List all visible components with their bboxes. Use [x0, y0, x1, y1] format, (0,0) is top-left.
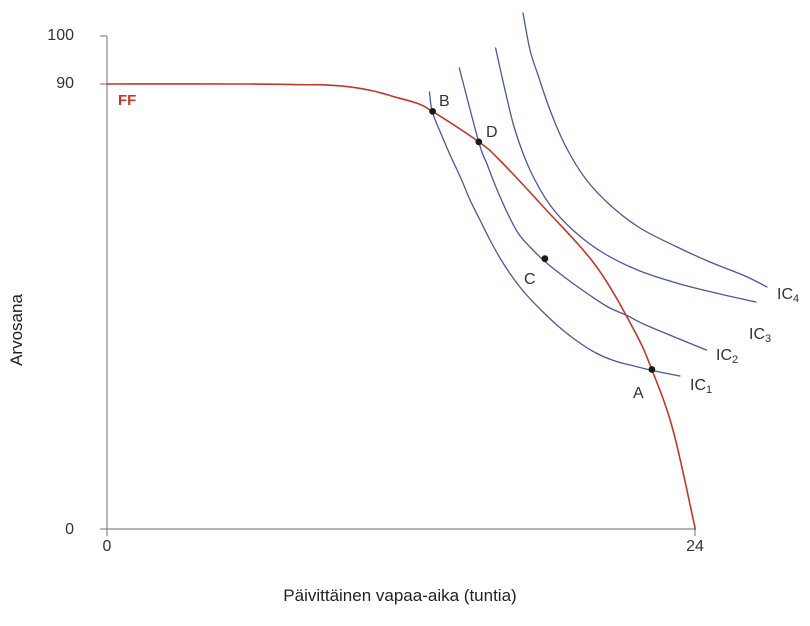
svg-text:A: A: [633, 385, 644, 402]
svg-text:0: 0: [103, 538, 112, 555]
svg-text:FF: FF: [118, 92, 136, 109]
svg-text:B: B: [439, 93, 450, 110]
svg-text:Päivittäinen vapaa-aika (tunti: Päivittäinen vapaa-aika (tuntia): [283, 586, 516, 605]
svg-text:90: 90: [56, 75, 74, 92]
svg-text:Arvosana: Arvosana: [7, 294, 26, 366]
svg-text:100: 100: [47, 27, 74, 44]
svg-text:0: 0: [65, 521, 74, 538]
svg-text:C: C: [524, 271, 536, 288]
svg-text:IC3: IC3: [749, 326, 771, 345]
svg-text:24: 24: [686, 538, 704, 555]
svg-text:IC4: IC4: [777, 286, 799, 305]
svg-text:IC1: IC1: [690, 377, 712, 396]
svg-text:D: D: [486, 124, 498, 141]
svg-text:IC2: IC2: [716, 347, 738, 366]
